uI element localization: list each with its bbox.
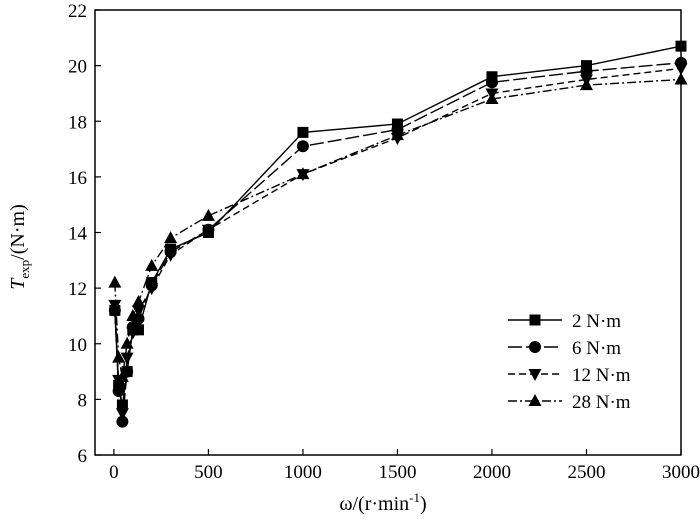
series-3 [108, 72, 688, 383]
data-point [132, 324, 144, 336]
legend: 2 N·m 6 N·m 12 N·m 28 N·m [508, 311, 631, 413]
data-point [116, 399, 128, 411]
y-tick-label: 14 [68, 224, 88, 245]
data-point [120, 352, 134, 365]
data-point [201, 208, 215, 221]
svg-text:Texp/(N·m): Texp/(N·m) [7, 204, 32, 289]
x-axis-title: ω/(r·min-1) [339, 490, 426, 515]
y-tick-label: 10 [68, 335, 87, 356]
data-point [126, 308, 140, 321]
data-point [108, 299, 122, 312]
x-tick-label: 3000 [662, 462, 700, 483]
y-tick-label: 22 [68, 1, 87, 22]
x-axis-title-sup: -1 [409, 490, 420, 505]
data-point [485, 76, 498, 89]
data-point [390, 128, 404, 141]
data-point [296, 140, 309, 153]
data-point [145, 283, 159, 296]
y-tick-label: 16 [68, 168, 87, 189]
data-point [112, 385, 125, 398]
legend-marker [529, 314, 541, 326]
x-tick-label: 2500 [567, 462, 605, 483]
plot-frame [94, 9, 682, 456]
x-tick-label: 1500 [378, 462, 416, 483]
legend-entry: 6 N·m [508, 338, 621, 359]
x-tick-label: 500 [194, 462, 223, 483]
data-point [131, 305, 145, 318]
data-point [145, 258, 159, 271]
data-point [296, 167, 310, 180]
data-point [116, 415, 129, 428]
legend-label: 12 N·m [572, 365, 631, 386]
data-point [580, 65, 593, 78]
x-tick-label: 2000 [473, 462, 511, 483]
legend-entry: 2 N·m [508, 311, 621, 332]
data-point [131, 295, 145, 308]
data-point [115, 408, 129, 421]
legend-label: 2 N·m [572, 311, 621, 332]
x-axis-title-main: ω/(r·min [339, 493, 409, 515]
x-tick-label: 1000 [284, 462, 322, 483]
legend-label: 28 N·m [572, 392, 631, 413]
svg-text:ω/(r·min-1): ω/(r·min-1) [339, 490, 426, 515]
series-layer [108, 40, 688, 428]
data-point [485, 92, 499, 104]
y-axis-title-main: T [7, 277, 29, 290]
y-tick-label: 8 [78, 390, 88, 411]
series-line [114, 67, 682, 414]
data-point [164, 231, 178, 244]
y-axis-title: Texp/(N·m) [7, 204, 32, 289]
legend-entry: 28 N·m [508, 392, 631, 413]
y-tick-label: 6 [78, 446, 88, 467]
y-axis-title-sub: exp [17, 260, 32, 279]
legend-label: 6 N·m [572, 338, 621, 359]
y-tick-label: 12 [68, 279, 87, 300]
data-point [120, 336, 134, 349]
data-point [579, 78, 593, 91]
legend-entry: 12 N·m [508, 365, 631, 386]
y-tick-label: 18 [68, 112, 87, 133]
data-point [115, 370, 129, 383]
legend-marker [528, 369, 542, 381]
y-axis-title-rest: /(N·m) [7, 204, 29, 260]
x-tick-label: 0 [109, 462, 119, 483]
data-point [112, 350, 126, 363]
data-point [108, 275, 122, 288]
legend-marker [528, 394, 542, 406]
ticks-layer: 0 500 1000 1500 2000 2500 3000 6 8 10 12 14 16 18 20 22 [68, 1, 700, 483]
series-line [114, 78, 682, 378]
data-point [164, 249, 178, 262]
y-tick-label: 20 [68, 57, 87, 78]
legend-marker [529, 341, 541, 353]
data-point [297, 126, 309, 138]
data-point [201, 224, 215, 237]
x-axis-title-close: ) [420, 493, 427, 515]
